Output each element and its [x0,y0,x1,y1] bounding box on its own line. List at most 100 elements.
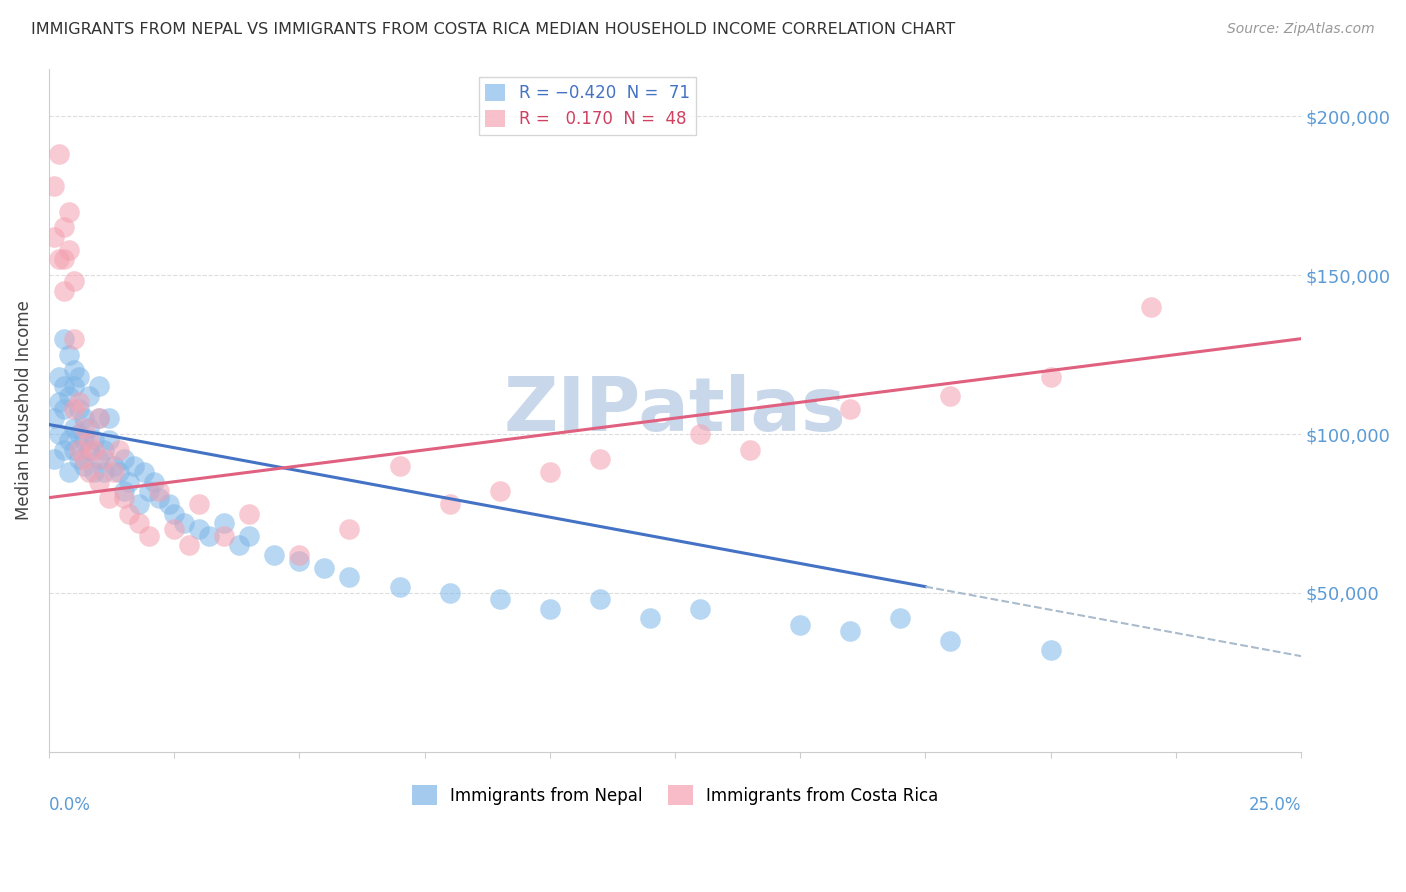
Point [439,497,461,511]
Point [67,442,90,457]
Point [63,332,86,346]
Point [314,560,336,574]
Point [58,434,80,448]
Point [58,243,80,257]
Point [589,452,612,467]
Point [238,507,260,521]
Point [839,401,862,416]
Point [83,465,105,479]
Point [288,548,311,562]
Point [53,252,76,267]
Point [118,507,141,521]
Point [67,401,90,416]
Point [939,633,962,648]
Point [138,484,160,499]
Point [48,147,70,161]
Point [93,465,115,479]
Point [67,395,90,409]
Point [87,475,110,489]
Point [538,602,561,616]
Point [263,548,285,562]
Point [112,491,135,505]
Point [77,465,100,479]
Point [73,420,96,434]
Point [98,434,121,448]
Point [122,458,145,473]
Point [163,507,186,521]
Point [58,204,80,219]
Point [939,389,962,403]
Point [63,442,86,457]
Point [63,363,86,377]
Point [48,252,70,267]
Point [42,411,65,425]
Point [214,529,236,543]
Point [73,452,96,467]
Point [689,427,711,442]
Point [538,465,561,479]
Point [103,465,125,479]
Point [108,465,131,479]
Point [93,452,115,467]
Point [439,586,461,600]
Text: IMMIGRANTS FROM NEPAL VS IMMIGRANTS FROM COSTA RICA MEDIAN HOUSEHOLD INCOME CORR: IMMIGRANTS FROM NEPAL VS IMMIGRANTS FROM… [31,22,955,37]
Point [1139,300,1161,314]
Point [77,434,100,448]
Point [388,580,411,594]
Point [118,475,141,489]
Point [53,284,76,298]
Point [83,434,105,448]
Point [77,389,100,403]
Point [73,411,96,425]
Point [339,523,361,537]
Point [288,554,311,568]
Point [128,516,150,530]
Point [839,624,862,639]
Point [53,332,76,346]
Point [87,379,110,393]
Point [589,592,612,607]
Point [63,401,86,416]
Point [58,465,80,479]
Point [87,411,110,425]
Point [157,497,180,511]
Point [58,389,80,403]
Point [488,484,510,499]
Point [214,516,236,530]
Point [73,434,96,448]
Point [1039,643,1062,657]
Point [143,475,166,489]
Point [58,348,80,362]
Point [638,611,661,625]
Point [48,369,70,384]
Point [93,442,115,457]
Point [108,442,131,457]
Point [42,179,65,194]
Point [238,529,260,543]
Point [48,395,70,409]
Point [83,442,105,457]
Point [67,452,90,467]
Text: ZIPatlas: ZIPatlas [503,374,846,447]
Point [138,529,160,543]
Point [689,602,711,616]
Legend: R = −0.420  N =  71, R =   0.170  N =  48: R = −0.420 N = 71, R = 0.170 N = 48 [478,77,696,135]
Point [789,617,811,632]
Point [488,592,510,607]
Point [388,458,411,473]
Point [77,420,100,434]
Text: 25.0%: 25.0% [1249,797,1301,814]
Point [42,452,65,467]
Point [53,442,76,457]
Point [67,427,90,442]
Point [179,538,201,552]
Point [48,427,70,442]
Point [188,497,211,511]
Text: Source: ZipAtlas.com: Source: ZipAtlas.com [1227,22,1375,37]
Y-axis label: Median Household Income: Median Household Income [15,301,32,520]
Point [87,452,110,467]
Point [63,420,86,434]
Point [148,491,170,505]
Point [103,458,125,473]
Point [339,570,361,584]
